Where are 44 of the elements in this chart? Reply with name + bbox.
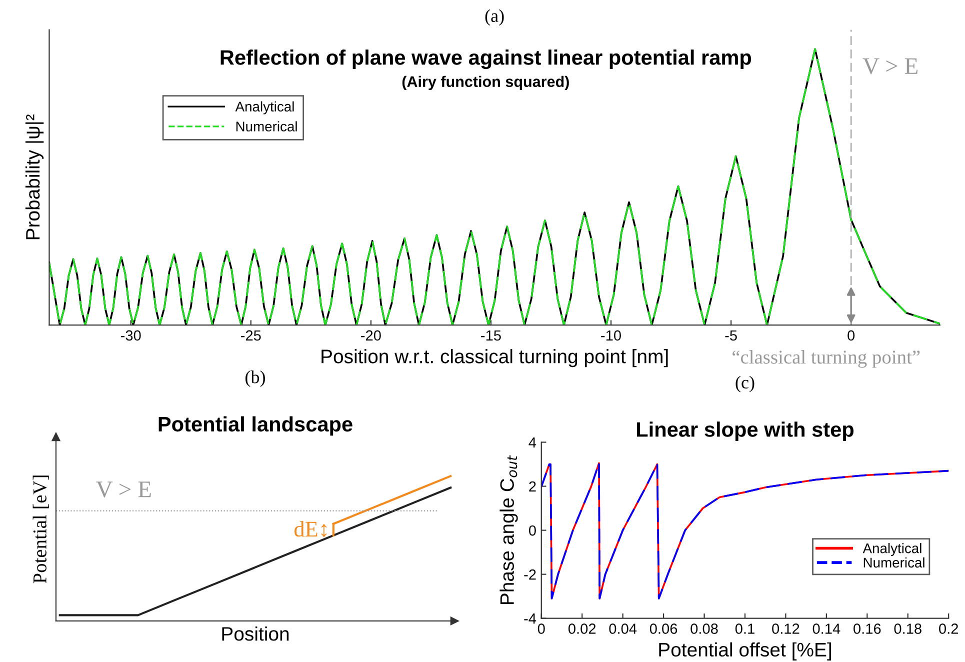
legend-label: Analytical [235, 101, 294, 114]
x-tick-label: -25 [240, 330, 261, 341]
y-tick-label: -4 [524, 614, 536, 624]
chart-title: Potential landscape [158, 416, 352, 436]
y-tick-label: 4 [528, 437, 536, 448]
y-tick-label: -2 [524, 569, 536, 580]
text: (b) [246, 370, 265, 387]
y-tick-label: 0 [528, 525, 536, 536]
x-axis-title: Potential offset [%E] [659, 642, 831, 660]
y-tick-label: 2 [529, 481, 536, 492]
x-tick-label: 0.16 [854, 624, 881, 634]
x-axis-title: Position w.r.t. classical turning point [nm] [322, 349, 668, 368]
chart-title: Reflection of plane wave against linear potential ramp [220, 50, 752, 70]
x-tick-label: 0.12 [772, 624, 800, 634]
text: (a) [485, 9, 504, 26]
x-tick-label: 0 [538, 624, 545, 634]
x-tick-label: -20 [361, 330, 381, 341]
x-tick-label: 0.04 [609, 624, 637, 634]
x-tick-label: 0.2 [939, 624, 958, 634]
ref-line-label: V > E [96, 482, 151, 498]
legend-label: Analytical [862, 543, 922, 556]
x-tick-label: 0.14 [812, 624, 840, 634]
legend-label: Numerical [864, 557, 924, 568]
x-tick-label: 0.06 [650, 624, 678, 634]
x-tick-label: 0.02 [568, 624, 596, 634]
x-tick-label: -5 [725, 330, 737, 341]
x-tick-label: 0.18 [894, 624, 922, 634]
annotation: dE↕ [294, 521, 327, 538]
x-tick-label: -10 [601, 330, 621, 341]
x-tick-label: 0 [848, 330, 855, 341]
x-tick-label: 0.08 [690, 624, 718, 634]
ref-line-label: V > E [862, 58, 918, 74]
chart-title: Linear slope with step [636, 422, 854, 441]
y-axis-title: Phase angle C$_{out}$ [500, 455, 518, 604]
annotation: “classical turning point” [732, 350, 920, 368]
x-tick-label: -15 [481, 330, 501, 341]
legend-label: Numerical [236, 121, 297, 132]
y-axis-title: Potential [eV] [32, 476, 49, 584]
text: (c) [736, 376, 754, 392]
text: (Airy function squared) [402, 76, 569, 90]
x-tick-label: -30 [120, 330, 141, 341]
x-axis-title: Position [222, 626, 289, 641]
y-axis-title: Probability |ψ|² [25, 114, 44, 240]
x-tick-label: 0.1 [735, 624, 754, 634]
